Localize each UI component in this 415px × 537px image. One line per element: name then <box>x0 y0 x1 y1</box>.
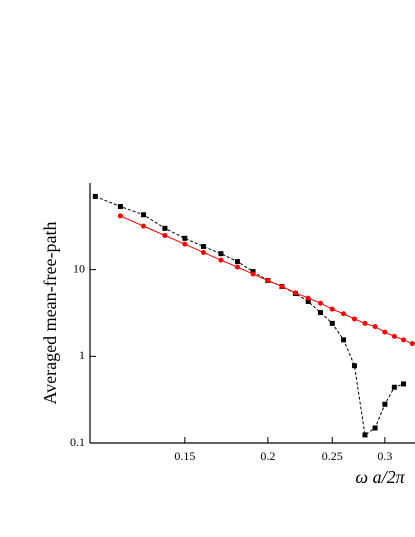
marker <box>329 320 335 326</box>
x-tick-label: 0.25 <box>322 449 343 463</box>
x-tick-label: 0.2 <box>260 449 275 463</box>
marker <box>341 337 347 343</box>
marker <box>292 290 298 296</box>
x-tick-label: 0.15 <box>174 449 195 463</box>
marker <box>305 298 311 304</box>
marker <box>162 232 168 238</box>
marker <box>362 320 368 326</box>
y-tick-label: 0.1 <box>70 435 85 449</box>
marker <box>182 235 188 241</box>
marker <box>218 251 224 257</box>
marker <box>362 432 368 438</box>
marker <box>401 337 407 343</box>
marker <box>391 384 397 390</box>
marker <box>382 401 388 407</box>
y-tick-label: 10 <box>73 261 85 275</box>
marker <box>234 259 240 265</box>
x-tick-label: 0.3 <box>377 449 392 463</box>
marker <box>317 310 323 316</box>
marker <box>141 223 147 229</box>
marker <box>305 295 311 301</box>
marker <box>372 324 378 330</box>
y-tick-label: 1 <box>79 348 85 362</box>
marker <box>265 277 271 283</box>
marker <box>200 249 206 255</box>
marker <box>182 241 188 247</box>
marker <box>250 271 256 277</box>
y-axis-label: Averaged mean-free-path <box>40 221 60 404</box>
marker <box>234 264 240 270</box>
marker <box>329 306 335 312</box>
marker <box>218 257 224 263</box>
marker <box>382 329 388 335</box>
marker <box>391 333 397 339</box>
series-line <box>120 215 413 345</box>
marker <box>351 316 357 322</box>
marker <box>279 283 285 289</box>
marker <box>409 341 415 347</box>
marker <box>117 204 123 210</box>
marker <box>351 363 357 369</box>
marker <box>117 213 123 219</box>
marker <box>341 311 347 317</box>
marker <box>141 212 147 218</box>
marker <box>200 244 206 250</box>
series-line <box>95 195 404 436</box>
marker <box>162 225 168 231</box>
x-axis-label: ω a/2π <box>355 467 405 487</box>
marker <box>92 193 98 199</box>
marker <box>401 381 407 387</box>
marker <box>317 300 323 306</box>
marker <box>372 425 378 431</box>
